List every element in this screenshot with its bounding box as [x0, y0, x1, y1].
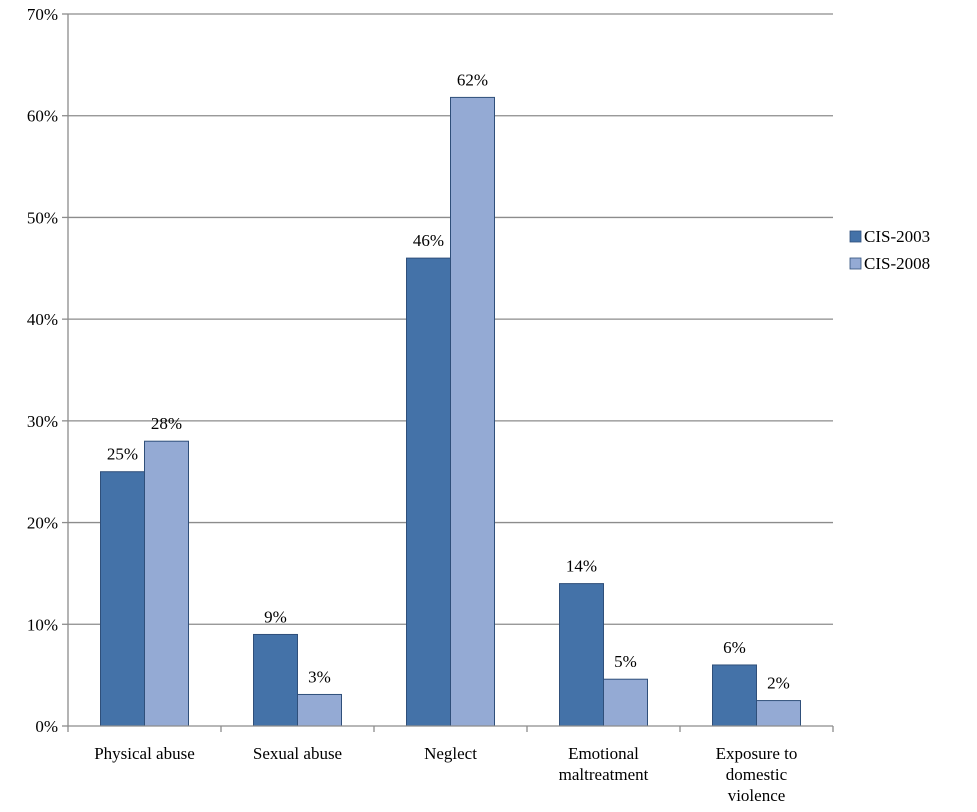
legend-label: CIS-2003	[864, 227, 930, 246]
data-label: 6%	[723, 638, 746, 657]
data-label: 3%	[308, 667, 331, 686]
y-tick-label: 70%	[27, 5, 58, 24]
data-label: 5%	[614, 652, 637, 671]
y-tick-label: 0%	[35, 717, 58, 736]
axes	[62, 13, 834, 732]
bar-cis-2003-3	[559, 583, 604, 727]
x-tick-label: Emotional maltreatment	[559, 744, 649, 784]
y-tick-label: 50%	[27, 208, 58, 227]
bar-cis-2008-2	[450, 96, 495, 727]
legend-swatch	[849, 257, 862, 270]
x-tick-label: Exposure to domestic violence	[716, 744, 798, 805]
data-label: 14%	[566, 557, 597, 576]
y-tick-label: 20%	[27, 514, 58, 533]
bar-cis-2008-0	[144, 440, 189, 727]
data-label: 25%	[107, 445, 138, 464]
x-tick-label: Sexual abuse	[253, 744, 342, 763]
data-label: 28%	[151, 414, 182, 433]
bars	[100, 96, 801, 727]
y-tick-label: 10%	[27, 615, 58, 634]
x-tick-label: Physical abuse	[94, 744, 195, 763]
data-labels: 25% 28% 9% 3% 46% 62% 14% 5% 6% 2%	[107, 70, 790, 692]
bar-cis-2003-0	[100, 471, 145, 727]
bar-cis-2008-4	[756, 700, 801, 727]
bar-cis-2003-1	[253, 633, 298, 727]
bar-cis-2003-2	[406, 257, 451, 727]
legend-swatch	[849, 230, 862, 243]
bar-cis-2008-1	[297, 693, 342, 727]
data-label: 2%	[767, 674, 790, 693]
y-tick-label: 40%	[27, 310, 58, 329]
x-tick-labels: Physical abuse Sexual abuse Neglect Emotion…	[94, 744, 797, 805]
y-tick-label: 60%	[27, 107, 58, 126]
legend: CIS-2003 CIS-2008	[849, 227, 930, 273]
bar-cis-2008-3	[603, 678, 648, 727]
data-label: 9%	[264, 607, 287, 626]
y-tick-label: 30%	[27, 412, 58, 431]
data-label: 46%	[413, 231, 444, 250]
data-label: 62%	[457, 70, 488, 89]
legend-label: CIS-2008	[864, 254, 930, 273]
bar-cis-2003-4	[712, 664, 757, 727]
y-tick-labels: 0% 10% 20% 30% 40% 50% 60% 70%	[27, 5, 58, 736]
x-tick-label: Neglect	[424, 744, 477, 763]
